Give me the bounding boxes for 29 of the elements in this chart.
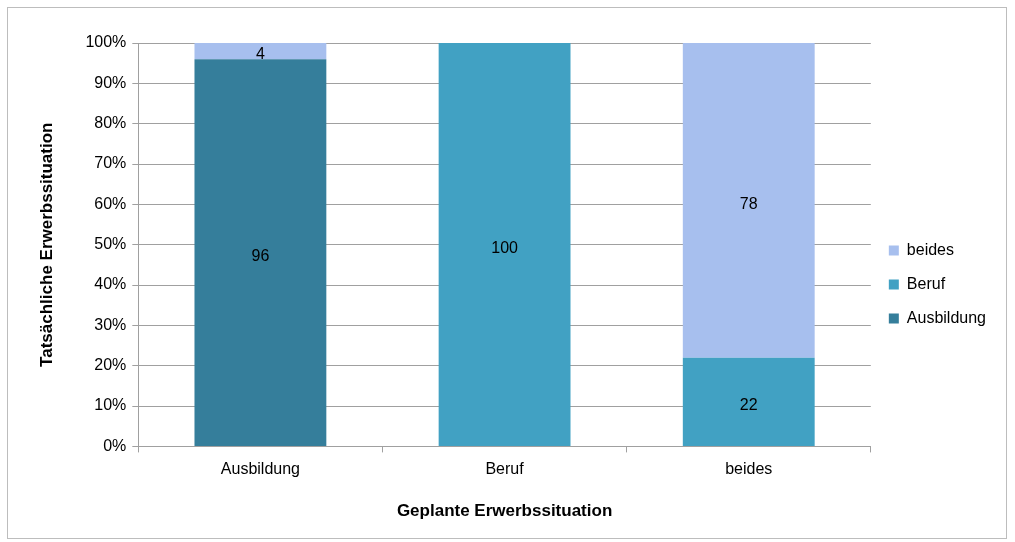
x-tick-label: Beruf (485, 460, 525, 478)
y-axis-title: Tatsächliche Erwerbssituation (36, 122, 56, 367)
data-label: 4 (255, 45, 265, 63)
bar (194, 59, 327, 446)
data-label: 78 (739, 194, 758, 212)
bar (682, 43, 815, 358)
y-tick-label: 70% (94, 154, 127, 172)
data-label: 96 (251, 246, 270, 264)
legend-label: beides (906, 240, 954, 258)
y-tick-label: 30% (94, 315, 127, 333)
x-tick-label: Ausbildung (220, 460, 300, 478)
y-tick-label: 60% (94, 194, 127, 212)
y-tick-label: 10% (94, 396, 127, 414)
y-tick-label: 80% (94, 114, 127, 132)
y-tick-label: 100% (85, 33, 127, 51)
y-tick-label: 50% (94, 235, 127, 253)
y-tick-label: 90% (94, 73, 127, 91)
x-axis-title: Geplante Erwerbssituation (396, 501, 613, 521)
y-tick-label: 20% (94, 356, 127, 374)
y-tick-label: 40% (94, 275, 127, 293)
legend-label: Beruf (906, 274, 946, 292)
x-tick-label: beides (725, 460, 773, 478)
y-tick-label: 0% (103, 436, 127, 454)
bar (194, 43, 327, 60)
legend-label: Ausbildung (906, 308, 986, 326)
data-label: 100 (491, 238, 519, 256)
bar (438, 43, 571, 446)
bar (682, 357, 815, 446)
data-label: 22 (739, 396, 758, 414)
